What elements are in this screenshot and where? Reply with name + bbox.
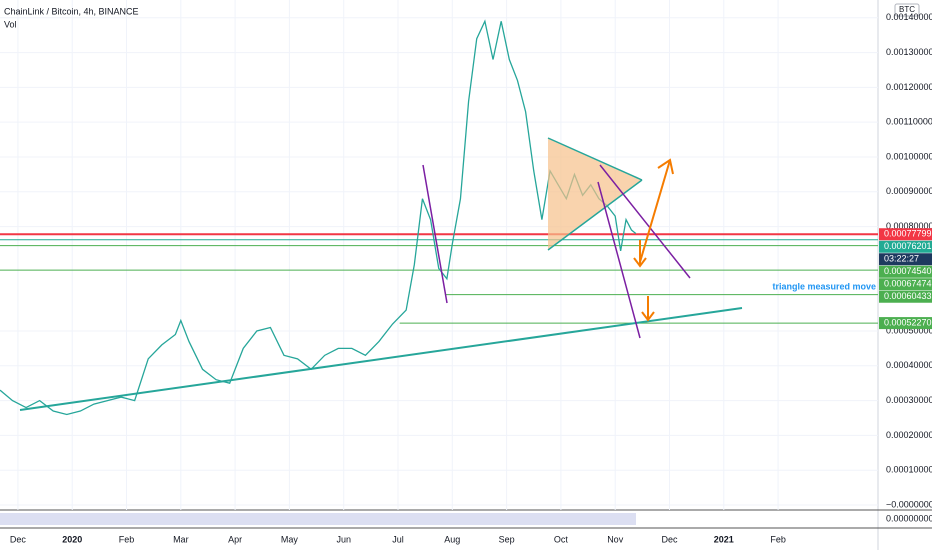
y-tick-label: 0.00090000 <box>886 186 932 196</box>
x-tick-label: May <box>281 534 299 544</box>
x-tick-label: 2020 <box>62 534 82 544</box>
y-tick-label: 0.00010000 <box>886 465 932 475</box>
indicator-value: 0.00000000 <box>886 513 932 523</box>
trend-line <box>547 179 643 251</box>
price-tag-label: 0.00074540 <box>884 266 932 276</box>
arrow-head <box>641 311 655 322</box>
x-tick-label: Nov <box>607 534 624 544</box>
x-tick-label: Aug <box>444 534 460 544</box>
y-tick-label: 0.00050000 <box>886 325 932 335</box>
x-tick-label: Feb <box>770 534 786 544</box>
y-tick-label: 0.00080000 <box>886 221 932 231</box>
x-tick-label: 2021 <box>714 534 734 544</box>
trend-line <box>597 181 641 339</box>
y-tick-label: 0.00020000 <box>886 430 932 440</box>
arrow-head <box>633 257 647 268</box>
price-tag <box>879 240 932 253</box>
x-tick-label: Dec <box>10 534 27 544</box>
symbol-title: ChainLink / Bitcoin, 4h, BINANCE <box>4 6 139 16</box>
y-tick-label: 0.00030000 <box>886 395 932 405</box>
x-tick-label: Apr <box>228 534 242 544</box>
trend-line <box>547 137 643 181</box>
volume-label: Vol <box>4 19 17 29</box>
price-tag <box>879 265 932 278</box>
x-tick-label: Jul <box>392 534 404 544</box>
y-tick-label: 0.00140000 <box>886 12 932 22</box>
y-tick-label: 0.00120000 <box>886 82 932 92</box>
trend-line <box>422 164 448 304</box>
arrow-head <box>657 158 674 175</box>
currency-box[interactable] <box>894 3 920 17</box>
y-tick-label: 0.00100000 <box>886 151 932 161</box>
x-tick-label: Mar <box>173 534 189 544</box>
arrow <box>639 159 671 263</box>
price-tag <box>879 290 932 303</box>
price-tag-label: 0.00052270 <box>884 317 932 327</box>
trend-line <box>19 307 743 411</box>
price-tag-label: 0.00067474 <box>884 279 932 289</box>
currency[interactable]: BTC <box>899 5 915 14</box>
y-tick-label: 0.00130000 <box>886 47 932 57</box>
annotation: triangle measured move <box>772 281 876 291</box>
y-tick-label: 0.00040000 <box>886 360 932 370</box>
price-tag <box>879 228 932 241</box>
triangle <box>548 138 642 250</box>
price-tag <box>879 278 932 291</box>
indicator-band <box>0 513 636 525</box>
price-tag-label: 0.00076201 <box>884 241 932 251</box>
x-tick-label: Oct <box>554 534 569 544</box>
y-tick-label: 0.00110000 <box>886 117 932 127</box>
countdown-tag <box>879 253 932 266</box>
price-tag-label: 0.00077799 <box>884 229 932 239</box>
x-tick-label: Dec <box>661 534 678 544</box>
x-tick-label: Jun <box>336 534 351 544</box>
y-tick-label: −0.00000000 <box>886 499 932 509</box>
x-tick-label: Feb <box>119 534 135 544</box>
trend-line <box>599 164 691 279</box>
price-tag-label: 0.00060433 <box>884 291 932 301</box>
x-tick-label: Sep <box>499 534 515 544</box>
countdown: 03:22:27 <box>884 254 919 264</box>
price-tag <box>879 317 932 330</box>
